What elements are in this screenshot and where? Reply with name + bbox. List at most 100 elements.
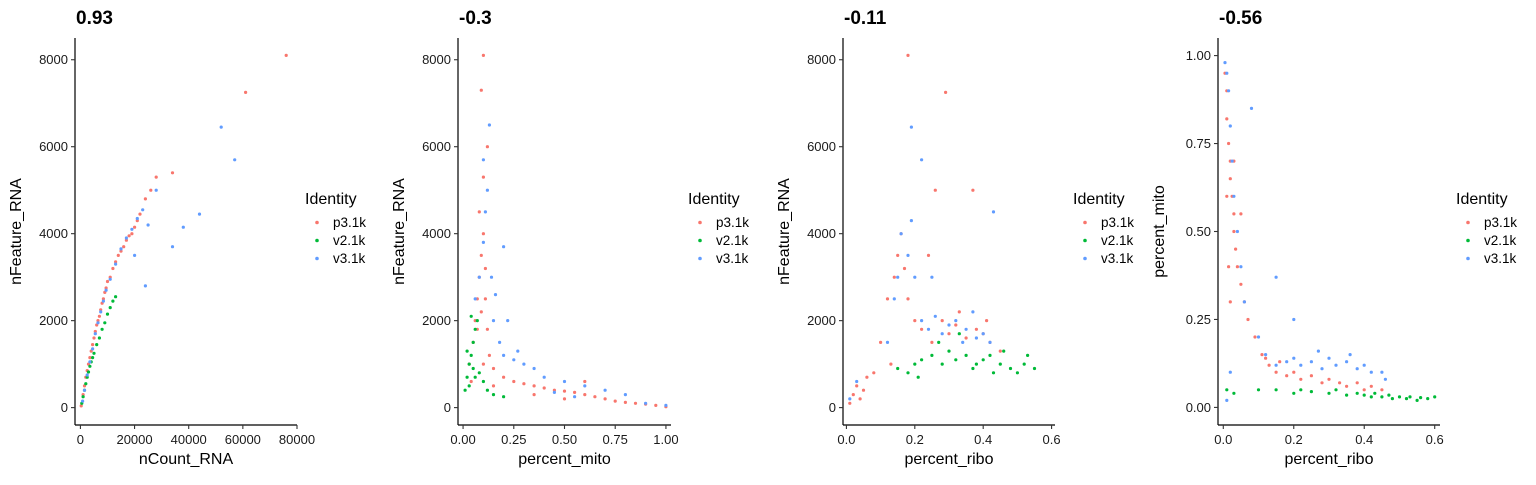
point-p3.1k-1-30: [101, 297, 105, 301]
point-v2.1k-1-11: [97, 336, 101, 340]
point-v2.1k-3-12: [998, 362, 1002, 366]
point-p3.1k-1-16: [138, 212, 142, 216]
x-tick-label-2-3: 0.75: [603, 432, 628, 447]
point-v3.1k-1-9: [104, 288, 108, 292]
point-v3.1k-1-16: [141, 208, 145, 212]
point-v3.1k-1-1: [82, 388, 87, 392]
point-v3.1k-3-10: [926, 327, 931, 331]
point-v2.1k-2-3: [469, 353, 473, 357]
y-tick-label-4-2: 0.50: [1186, 224, 1211, 239]
point-v3.1k-1-24: [143, 284, 147, 288]
point-v3.1k-1-6: [96, 321, 100, 325]
point-v3.1k-2-18: [623, 393, 628, 397]
legend-title-2: Identity: [688, 191, 740, 208]
point-v2.1k-4-6: [1327, 391, 1331, 395]
point-p3.1k-1-0: [79, 404, 83, 408]
x-tick-label-2-2: 0.50: [552, 432, 577, 447]
legend-title-4: Identity: [1456, 191, 1508, 208]
point-p3.1k-1-27: [93, 329, 97, 334]
point-p3.1k-3-5: [879, 340, 883, 344]
y-tick-label-1-3: 6000: [39, 139, 68, 154]
point-p3.1k-2-40: [562, 397, 567, 401]
point-p3.1k-3-14: [930, 340, 934, 344]
point-v3.1k-4-5: [1232, 194, 1236, 198]
point-v2.1k-3-7: [954, 358, 958, 362]
point-v3.1k-1-11: [114, 262, 118, 266]
point-v2.1k-4-0: [1225, 388, 1229, 392]
point-p3.1k-4-24: [1338, 381, 1342, 385]
point-p3.1k-1-7: [97, 314, 101, 318]
y-tick-label-1-0: 0: [61, 400, 68, 415]
y-tick-label-2-2: 4000: [422, 226, 451, 241]
point-p3.1k-2-5: [481, 232, 485, 236]
point-p3.1k-4-30: [1228, 300, 1232, 304]
point-v2.1k-2-1: [465, 375, 469, 379]
point-v3.1k-2-9: [498, 340, 502, 344]
y-axis-title-2: nFeature_RNA: [391, 178, 408, 285]
x-axis-title-2: percent_mito: [518, 451, 611, 468]
x-tick-label-4-2: 0.4: [1355, 432, 1373, 447]
legend-label-p3.1k-4: p3.1k: [1484, 215, 1517, 230]
point-v3.1k-2-20: [664, 403, 668, 407]
point-v3.1k-4-0: [1223, 61, 1227, 65]
point-p3.1k-3-22: [998, 349, 1002, 353]
point-p3.1k-1-18: [149, 188, 153, 192]
point-p3.1k-2-18: [532, 384, 536, 388]
point-p3.1k-1-36: [130, 232, 134, 236]
point-v2.1k-2-7: [467, 384, 471, 388]
point-p3.1k-2-15: [502, 375, 506, 379]
legend-key-v3.1k-4: [1466, 256, 1470, 261]
point-v2.1k-4-10: [1369, 395, 1373, 399]
point-v2.1k-3-18: [957, 332, 961, 336]
point-v2.1k-3-13: [1008, 366, 1013, 371]
point-v3.1k-2-1: [477, 275, 481, 279]
point-p3.1k-3-16: [947, 332, 951, 336]
point-v2.1k-2-14: [485, 388, 489, 392]
point-v2.1k-2-16: [502, 395, 506, 399]
point-p3.1k-2-19: [542, 386, 546, 390]
point-v3.1k-4-11: [1264, 353, 1268, 357]
point-v2.1k-3-2: [913, 362, 917, 366]
point-v3.1k-1-0: [81, 399, 85, 403]
point-p3.1k-3-27: [926, 253, 931, 257]
point-v2.1k-4-19: [1387, 393, 1391, 397]
legend-key-v3.1k-2: [698, 256, 702, 261]
x-tick-label-4-0: 0.0: [1214, 432, 1232, 447]
point-v2.1k-3-17: [937, 340, 941, 344]
point-v3.1k-3-23: [961, 340, 965, 344]
point-v2.1k-3-11: [988, 353, 992, 357]
point-v3.1k-2-13: [532, 366, 536, 371]
point-v3.1k-3-22: [930, 275, 934, 279]
point-v3.1k-4-27: [1292, 317, 1296, 322]
point-p3.1k-2-41: [583, 379, 587, 384]
point-v3.1k-1-4: [91, 347, 95, 351]
point-p3.1k-3-7: [892, 275, 896, 279]
y-axis-title-4: percent_mito: [1151, 185, 1168, 278]
point-p3.1k-4-14: [1253, 335, 1257, 339]
point-v2.1k-1-16: [111, 299, 115, 303]
point-v3.1k-3-24: [974, 336, 979, 340]
point-v2.1k-4-18: [1373, 391, 1377, 395]
point-p3.1k-2-12: [485, 327, 489, 331]
legend-label-v2.1k-3: v2.1k: [1101, 233, 1134, 248]
point-v3.1k-3-5: [899, 232, 903, 236]
point-p3.1k-1-10: [105, 279, 110, 284]
point-p3.1k-2-28: [633, 401, 638, 405]
point-v2.1k-1-15: [108, 306, 112, 310]
y-tick-label-2-1: 2000: [422, 313, 451, 328]
point-v2.1k-3-23: [971, 366, 975, 371]
point-p3.1k-2-26: [613, 399, 617, 403]
point-v3.1k-3-6: [906, 253, 910, 257]
point-v3.1k-4-9: [1249, 106, 1254, 110]
y-tick-label-1-4: 8000: [39, 52, 68, 67]
point-v3.1k-1-21: [197, 212, 202, 216]
y-tick-label-3-1: 2000: [807, 313, 836, 328]
point-v3.1k-2-17: [603, 388, 607, 392]
point-p3.1k-1-15: [133, 225, 137, 229]
point-p3.1k-1-22: [284, 53, 288, 58]
point-v3.1k-1-22: [219, 125, 223, 129]
point-v2.1k-3-0: [896, 366, 900, 371]
point-v3.1k-2-16: [583, 384, 587, 388]
point-v2.1k-3-14: [1015, 371, 1020, 375]
point-v2.1k-1-4: [85, 375, 89, 379]
